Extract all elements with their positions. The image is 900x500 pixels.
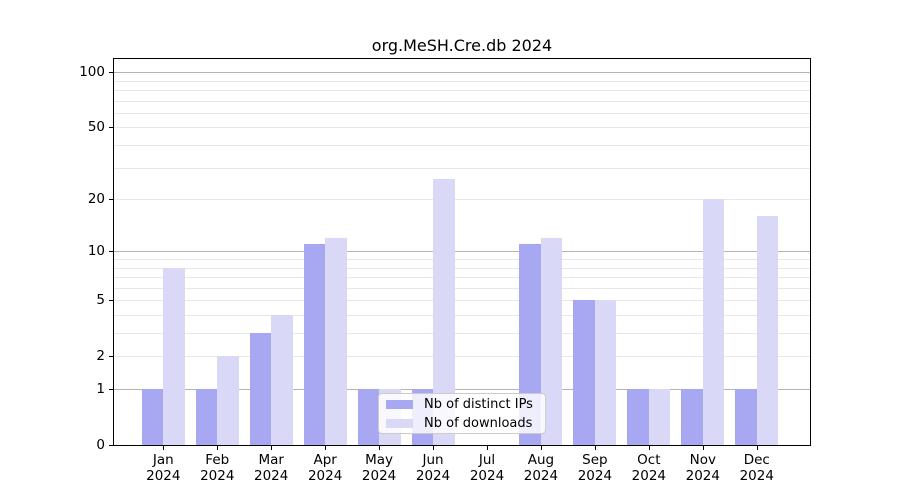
- bar-downloads-jun: [433, 178, 455, 445]
- y-tick-label: 2: [96, 348, 105, 365]
- legend-label-distinct-ips: Nb of distinct IPs: [424, 396, 533, 412]
- x-tick-label-sep: Sep 2024: [577, 452, 613, 484]
- bar-downloads-dec: [756, 216, 779, 445]
- gridline-minor: [114, 167, 810, 169]
- gridline-minor: [114, 333, 810, 335]
- bar-ips-feb: [195, 389, 218, 445]
- y-tick-mark: [109, 72, 113, 74]
- x-tick-label-aug: Aug 2024: [523, 452, 559, 484]
- y-tick-label: 0: [96, 437, 105, 453]
- bar-downloads-apr: [325, 237, 347, 445]
- x-tick-mark: [325, 446, 327, 450]
- x-tick-label-nov: Nov 2024: [685, 452, 720, 484]
- gridline-minor: [114, 277, 810, 279]
- bar-downloads-nov: [702, 199, 725, 445]
- gridline-minor: [114, 145, 810, 147]
- y-tick-label: 50: [87, 119, 105, 136]
- bar-downloads-aug: [540, 237, 563, 445]
- legend-row-distinct-ips: Nb of distinct IPs: [379, 397, 545, 412]
- gridline-minor: [114, 267, 810, 269]
- x-tick-label-apr: Apr 2024: [307, 452, 343, 484]
- gridline-minor: [114, 259, 810, 261]
- x-tick-label-mar: Mar 2024: [254, 452, 289, 484]
- gridline-minor: [114, 90, 810, 92]
- bar-ips-apr: [303, 244, 326, 445]
- gridline-minor: [114, 300, 810, 302]
- x-tick-label-oct: Oct 2024: [631, 452, 667, 484]
- gridline-major: [114, 389, 810, 391]
- x-tick-label-jul: Jul 2024: [469, 452, 505, 484]
- y-tick-label: 10: [87, 243, 105, 260]
- y-tick-label: 100: [79, 64, 105, 81]
- y-tick-label: 20: [87, 191, 105, 208]
- bar-downloads-sep: [594, 300, 617, 445]
- y-tick-mark: [109, 251, 113, 253]
- x-tick-mark: [648, 446, 650, 450]
- bar-ips-oct: [627, 389, 649, 445]
- bar-downloads-oct: [648, 389, 671, 445]
- y-tick-mark: [109, 356, 113, 358]
- y-tick-mark: [109, 389, 113, 391]
- y-tick-label: 1: [96, 381, 105, 398]
- bar-ips-sep: [573, 300, 595, 445]
- x-tick-mark: [540, 446, 542, 450]
- x-tick-mark: [433, 446, 435, 450]
- gridline-minor: [114, 127, 810, 129]
- legend: Nb of distinct IPs Nb of downloads: [378, 393, 546, 434]
- x-tick-mark: [163, 446, 165, 450]
- legend-swatch-downloads: [386, 418, 413, 428]
- bar-downloads-mar: [271, 315, 293, 445]
- x-tick-label-feb: Feb 2024: [200, 452, 235, 484]
- bar-ips-nov: [681, 389, 703, 445]
- legend-swatch-distinct-ips: [386, 399, 413, 409]
- y-tick-mark: [109, 199, 113, 201]
- bar-ips-mar: [249, 333, 272, 445]
- legend-label-downloads: Nb of downloads: [424, 415, 533, 431]
- bar-ips-dec: [735, 389, 757, 445]
- plot-area: [114, 59, 810, 445]
- y-tick-label: 5: [96, 292, 105, 309]
- bar-ips-may: [357, 389, 380, 445]
- x-tick-label-jun: Jun 2024: [415, 452, 451, 484]
- legend-row-downloads: Nb of downloads: [379, 416, 545, 431]
- gridline-minor: [114, 112, 810, 114]
- x-tick-mark: [594, 446, 596, 450]
- gridline-minor: [114, 356, 810, 358]
- x-tick-mark: [702, 446, 704, 450]
- y-tick-mark: [109, 300, 113, 302]
- x-tick-label-may: May 2024: [361, 452, 397, 484]
- x-tick-label-jan: Jan 2024: [146, 452, 181, 484]
- bar-ips-jan: [141, 389, 164, 445]
- x-tick-mark: [271, 446, 273, 450]
- y-tick-mark: [109, 127, 113, 129]
- gridline-major: [114, 251, 810, 253]
- gridline-minor: [114, 287, 810, 289]
- bar-downloads-feb: [217, 356, 239, 445]
- bar-downloads-jan: [163, 267, 185, 445]
- y-tick-mark: [109, 445, 113, 446]
- gridline-minor: [114, 100, 810, 102]
- gridline-minor: [114, 199, 810, 201]
- gridline-major: [114, 72, 810, 74]
- x-tick-mark: [379, 446, 381, 450]
- gridline-minor: [114, 80, 810, 82]
- gridline-minor: [114, 315, 810, 316]
- x-tick-label-dec: Dec 2024: [739, 452, 774, 484]
- x-tick-mark: [487, 446, 488, 450]
- x-tick-mark: [217, 446, 219, 450]
- x-tick-mark: [756, 446, 758, 450]
- chart-title: org.MeSH.Cre.db 2024: [371, 36, 553, 55]
